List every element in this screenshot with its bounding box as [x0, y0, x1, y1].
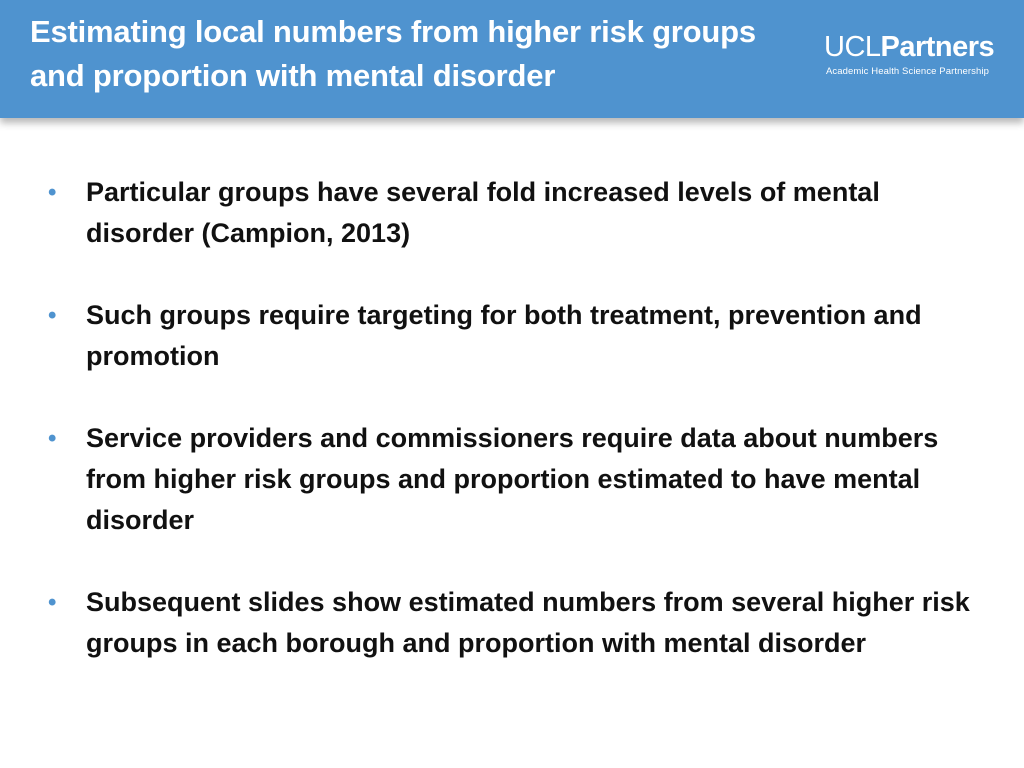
bullet-icon: •	[48, 425, 57, 452]
bullet-text: Particular groups have several fold incr…	[86, 177, 880, 248]
logo-ucl-text: UCL	[824, 31, 881, 63]
bullet-text: Such groups require targeting for both t…	[86, 300, 922, 371]
bullet-text: Service providers and commissioners requ…	[86, 423, 939, 535]
slide-title: Estimating local numbers from higher ris…	[30, 14, 756, 93]
logo-wordmark: UCLPartners	[824, 30, 995, 64]
bullet-icon: •	[48, 179, 57, 206]
logo-partners-text: Partners	[880, 31, 995, 63]
bullet-item: • Subsequent slides show estimated numbe…	[48, 582, 978, 664]
title-bar: Estimating local numbers from higher ris…	[0, 0, 1024, 118]
bullet-item: • Service providers and commissioners re…	[48, 418, 978, 541]
bullet-item: • Such groups require targeting for both…	[48, 295, 978, 377]
bullet-item: • Particular groups have several fold in…	[48, 172, 978, 254]
uclpartners-logo: UCLPartners Academic Health Science Part…	[824, 30, 1000, 82]
bullet-icon: •	[48, 589, 57, 616]
bullet-list: • Particular groups have several fold in…	[48, 172, 978, 705]
bullet-icon: •	[48, 302, 57, 329]
logo-subtitle: Academic Health Science Partnership	[826, 66, 989, 77]
bullet-text: Subsequent slides show estimated numbers…	[86, 587, 970, 658]
